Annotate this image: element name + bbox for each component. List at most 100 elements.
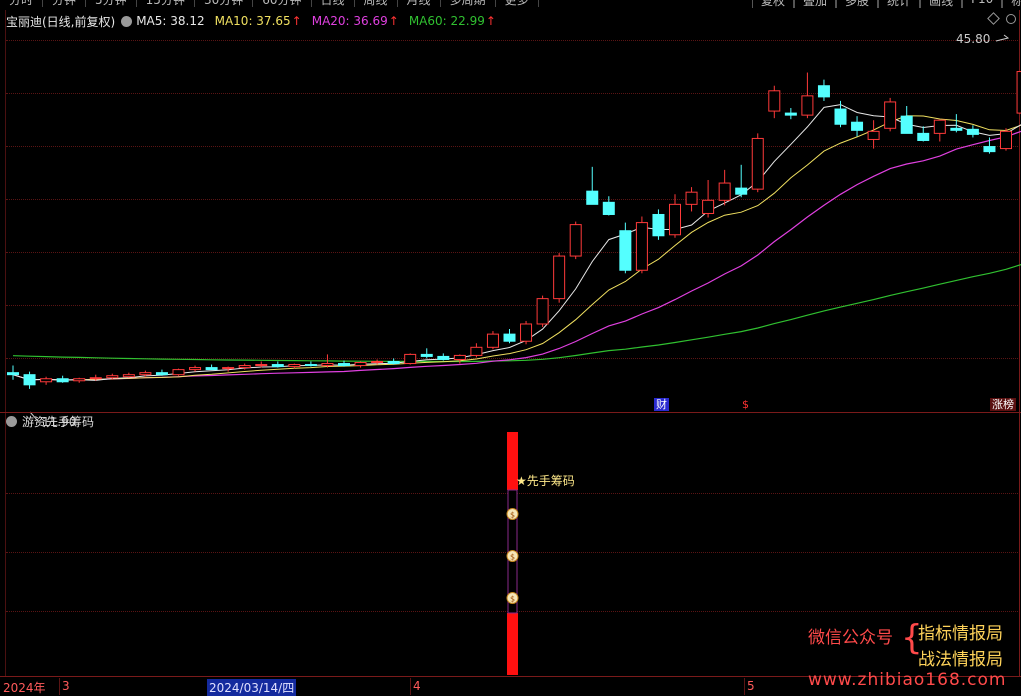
period-tab[interactable]: 月线	[398, 0, 441, 7]
down-candle	[735, 187, 748, 195]
ma60-value: MA60: 22.99↑	[408, 14, 496, 28]
grid-line	[6, 93, 1018, 94]
grid-line	[6, 305, 1018, 306]
up-candle	[404, 353, 417, 365]
up-candle	[238, 365, 251, 369]
watermark-brand1: 指标情报局	[918, 624, 1003, 644]
down-candle	[602, 201, 615, 215]
period-tab[interactable]: 15分钟	[137, 0, 195, 7]
low-price-label: 11.90	[42, 415, 77, 429]
up-arrow-icon: ↑	[485, 14, 496, 28]
money-bag-icon	[506, 508, 519, 520]
up-candle	[139, 372, 152, 376]
down-candle	[420, 353, 433, 357]
period-tab[interactable]: 更多	[496, 0, 539, 7]
up-candle	[1016, 71, 1021, 114]
watermark-wechat: 微信公众号	[808, 628, 893, 648]
stock-name[interactable]: 宝丽迪(日线,前复权)	[6, 14, 116, 29]
tool-button[interactable]: 多股	[836, 0, 879, 8]
period-tab[interactable]: 30分钟	[195, 0, 254, 7]
period-tab[interactable]: 分钟	[43, 0, 87, 7]
period-tab[interactable]: 日线	[312, 0, 355, 7]
down-candle	[304, 364, 317, 367]
tool-button[interactable]: 复权	[752, 0, 795, 8]
up-candle	[453, 354, 466, 360]
up-candle	[751, 137, 764, 190]
down-candle	[503, 333, 516, 342]
indicator-header: 游资先手筹码	[6, 413, 94, 429]
up-candle	[40, 378, 53, 383]
axis-month-label: 5	[747, 679, 755, 693]
up-candle	[288, 364, 301, 368]
tool-buttons: 复权叠加多股统计画线F10标记	[752, 0, 1021, 8]
money-bag-icon	[506, 592, 519, 604]
axis-tick	[744, 678, 745, 695]
up-arrow-icon: ↑	[388, 14, 399, 28]
up-candle	[106, 375, 119, 379]
down-candle	[271, 364, 284, 368]
watermark-url: www.zhibiao168.com	[808, 670, 1007, 690]
up-candle	[702, 199, 715, 214]
tool-button[interactable]: 画线	[920, 0, 963, 8]
period-tab[interactable]: 周线	[355, 0, 398, 7]
axis-month-label: 3	[62, 679, 70, 693]
settings-icon[interactable]	[6, 415, 17, 427]
up-candle	[768, 90, 781, 112]
ma60-line	[12, 263, 1021, 363]
grid-line	[6, 252, 1018, 253]
grid-line	[6, 40, 1018, 41]
period-tab[interactable]: 多周期	[441, 0, 496, 7]
period-tab[interactable]: 5分钟	[86, 0, 137, 7]
circle-icon[interactable]	[1006, 14, 1016, 24]
down-candle	[437, 355, 450, 360]
money-bag-glyph: $	[510, 553, 515, 562]
up-candle	[73, 378, 86, 382]
high-price-label: 45.80	[956, 32, 991, 46]
brace-glyph: {	[901, 618, 923, 658]
up-candle	[867, 130, 880, 140]
down-candle	[205, 367, 218, 371]
watermark: 微信公众号 { 指标情报局 战法情报局 www.zhibiao168.com	[808, 618, 1020, 690]
up-candle	[486, 333, 499, 348]
up-candle	[536, 298, 549, 325]
down-candle	[155, 372, 168, 376]
up-candle	[801, 95, 814, 116]
tool-button[interactable]: 叠加	[794, 0, 837, 8]
up-candle	[321, 363, 334, 367]
axis-month-label: 4	[413, 679, 421, 693]
up-candle	[470, 346, 483, 356]
settings-icon[interactable]	[121, 15, 133, 27]
period-tab[interactable]: 60分钟	[253, 0, 312, 7]
tool-button[interactable]: 标记	[1002, 0, 1021, 8]
tool-button[interactable]: F10	[962, 0, 1003, 8]
indicator-title[interactable]: 游资先手筹码	[22, 414, 95, 429]
up-candle	[172, 369, 185, 376]
up-candle	[189, 367, 202, 371]
up-candle	[255, 364, 268, 367]
axis-year-label: 2024年	[3, 681, 46, 695]
down-candle	[917, 132, 930, 141]
right-border	[1019, 10, 1020, 676]
axis-tick	[59, 678, 60, 695]
tool-button[interactable]: 统计	[878, 0, 921, 8]
period-toolbar: 分时 分钟 5分钟 15分钟 30分钟 60分钟 日线 周线 月线 多周期 更多 复权 叠加 多股 统计画…	[0, 0, 1021, 8]
up-arrow-icon: ↑	[291, 14, 302, 28]
ma20-value: MA20: 36.69↑	[311, 14, 399, 28]
down-candle	[619, 230, 632, 271]
date-axis[interactable]: 2024年 3 2024/03/14/四 4 5	[0, 678, 1021, 696]
axis-separator	[0, 676, 1021, 677]
up-candle	[553, 255, 566, 300]
money-bag-glyph: $	[510, 511, 515, 520]
up-candle	[222, 367, 235, 370]
period-tab[interactable]: 分时	[0, 0, 44, 7]
watermark-brand2: 战法情报局	[918, 650, 1003, 670]
finance-event-tag[interactable]: 财	[654, 398, 669, 411]
down-candle	[851, 121, 864, 131]
up-candle	[371, 361, 384, 364]
gainer-list-tag[interactable]: 涨榜	[990, 398, 1016, 411]
down-candle	[586, 190, 599, 205]
down-candle	[338, 363, 350, 367]
dividend-event-tag[interactable]: $	[740, 398, 751, 411]
